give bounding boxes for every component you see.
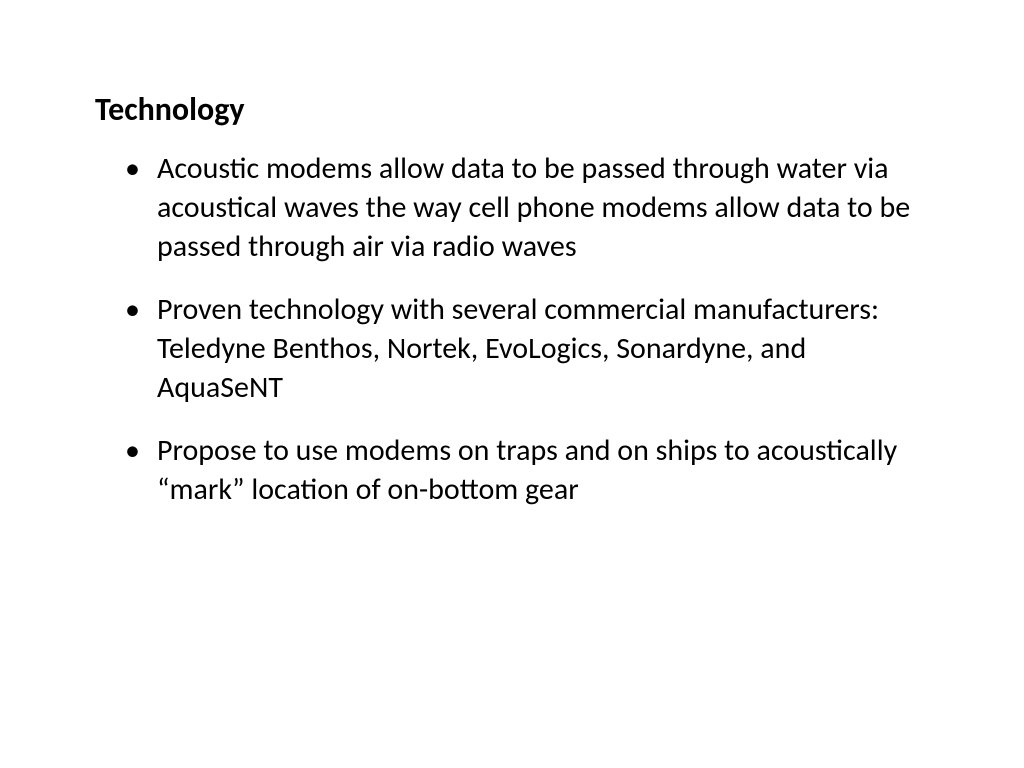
slide-title: Technology	[95, 90, 929, 129]
bullet-item: Propose to use modems on traps and on sh…	[125, 431, 929, 509]
bullet-item: Acoustic modems allow data to be passed …	[125, 149, 929, 266]
bullet-item: Proven technology with several commercia…	[125, 290, 929, 407]
bullet-list: Acoustic modems allow data to be passed …	[95, 149, 929, 509]
